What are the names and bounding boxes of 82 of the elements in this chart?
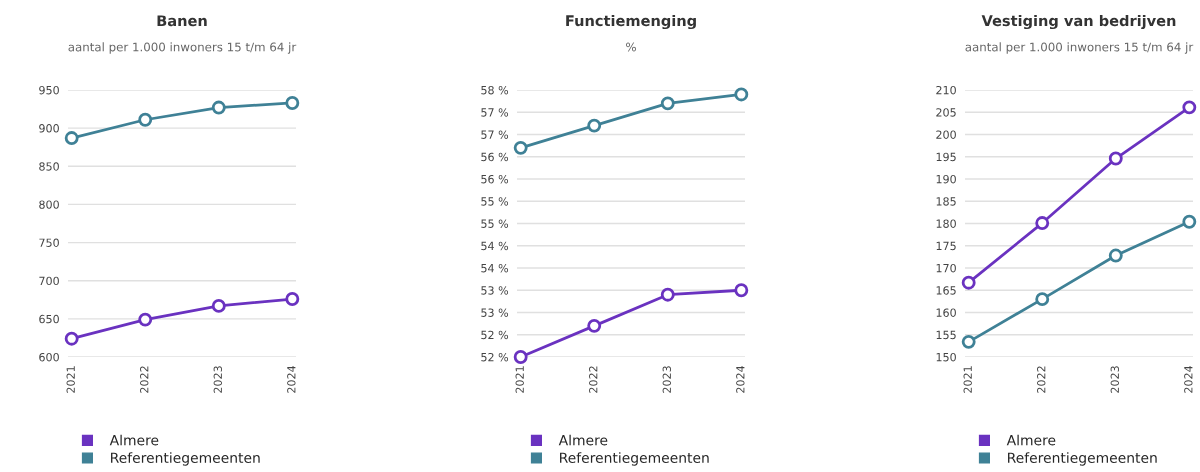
point — [138, 312, 153, 327]
y-tick-label: 52 % — [481, 330, 509, 340]
y-tick-label: 54 % — [481, 241, 509, 251]
y-tick-label: 53 % — [481, 308, 509, 317]
legend-label: Referentiegemeenten — [560, 452, 709, 466]
y-tick-label: 650 — [39, 314, 59, 324]
point — [211, 298, 226, 313]
y-tick-label: 190 — [936, 174, 956, 184]
y-tick-label: 200 — [936, 130, 956, 139]
point — [513, 140, 528, 155]
point — [734, 87, 749, 102]
point — [138, 112, 153, 127]
x-tick-label: 2022 — [140, 366, 149, 393]
chart-subtitle: aantal per 1.000 inwoners 15 t/m 64 jr — [68, 42, 297, 54]
chart-subtitle: % — [626, 42, 636, 52]
point — [961, 334, 976, 349]
x-tick-label: 2022 — [1037, 366, 1046, 393]
point — [734, 283, 749, 298]
y-tick-label: 57 % — [481, 108, 509, 117]
y-tick-label: 185 — [936, 197, 956, 206]
y-tick-label: 205 — [936, 108, 956, 117]
point — [1108, 151, 1123, 166]
y-tick-label: 52 % — [481, 352, 509, 362]
y-tick-label: 600 — [39, 352, 59, 362]
legend-label: Referentiegemeenten — [111, 452, 260, 466]
y-tick-label: 55 % — [481, 219, 509, 228]
y-tick-label: 210 — [936, 85, 956, 95]
point — [211, 100, 226, 115]
x-tick-label: 2024 — [1184, 365, 1193, 393]
point — [64, 131, 79, 146]
legend-label: Almere — [1006, 434, 1056, 446]
point — [1182, 100, 1197, 115]
y-tick-label: 175 — [936, 241, 956, 251]
point — [1108, 248, 1123, 263]
y-tick-label: 165 — [936, 286, 956, 295]
legend-label: Almere — [558, 434, 608, 446]
y-tick-label: 180 — [936, 219, 956, 228]
y-tick-label: 195 — [936, 152, 956, 162]
chart-title: Banen — [157, 15, 207, 27]
y-tick-label: 950 — [39, 85, 59, 95]
y-tick-label: 170 — [936, 263, 956, 273]
y-tick-label: 56 % — [481, 152, 509, 162]
x-tick-label: 2022 — [589, 366, 598, 393]
chart-subtitle: aantal per 1.000 inwoners 15 t/m 64 jr — [965, 42, 1194, 54]
point — [513, 350, 528, 364]
x-tick-label: 2021 — [963, 366, 972, 393]
point — [660, 287, 675, 302]
legend-label: Almere — [109, 434, 159, 446]
y-tick-label: 150 — [936, 352, 956, 362]
point — [64, 331, 79, 346]
chart-title: Vestiging van bedrijven — [981, 14, 1176, 30]
y-tick-label: 56 % — [481, 174, 509, 184]
point — [660, 96, 675, 111]
point — [1035, 292, 1050, 307]
point — [961, 275, 976, 290]
point — [587, 118, 602, 133]
x-tick-label: 2023 — [1110, 366, 1119, 393]
y-tick-label: 58 % — [481, 85, 509, 95]
x-tick-label: 2021 — [66, 366, 75, 393]
y-tick-label: 800 — [39, 200, 59, 209]
y-tick-label: 160 — [936, 308, 956, 317]
y-tick-label: 55 % — [481, 197, 509, 206]
point — [1035, 216, 1050, 230]
y-tick-label: 850 — [39, 162, 59, 171]
y-tick-label: 53 % — [481, 286, 509, 295]
point — [285, 96, 300, 110]
x-tick-label: 2023 — [662, 366, 671, 393]
y-tick-label: 900 — [39, 124, 59, 133]
x-tick-label: 2021 — [515, 366, 524, 393]
y-tick-label: 57 % — [481, 130, 509, 139]
x-tick-label: 2024 — [287, 365, 296, 393]
y-tick-label: 700 — [39, 276, 59, 286]
legend-label: Referentiegemeenten — [1008, 452, 1157, 466]
chart-title: Functiemenging — [566, 14, 696, 30]
y-tick-label: 54 % — [481, 263, 509, 273]
point — [587, 318, 602, 333]
y-tick-label: 155 — [936, 330, 956, 340]
point — [285, 292, 300, 306]
y-tick-label: 750 — [39, 238, 59, 247]
point — [1182, 214, 1197, 229]
x-tick-label: 2024 — [736, 365, 745, 393]
x-tick-label: 2023 — [213, 366, 222, 393]
